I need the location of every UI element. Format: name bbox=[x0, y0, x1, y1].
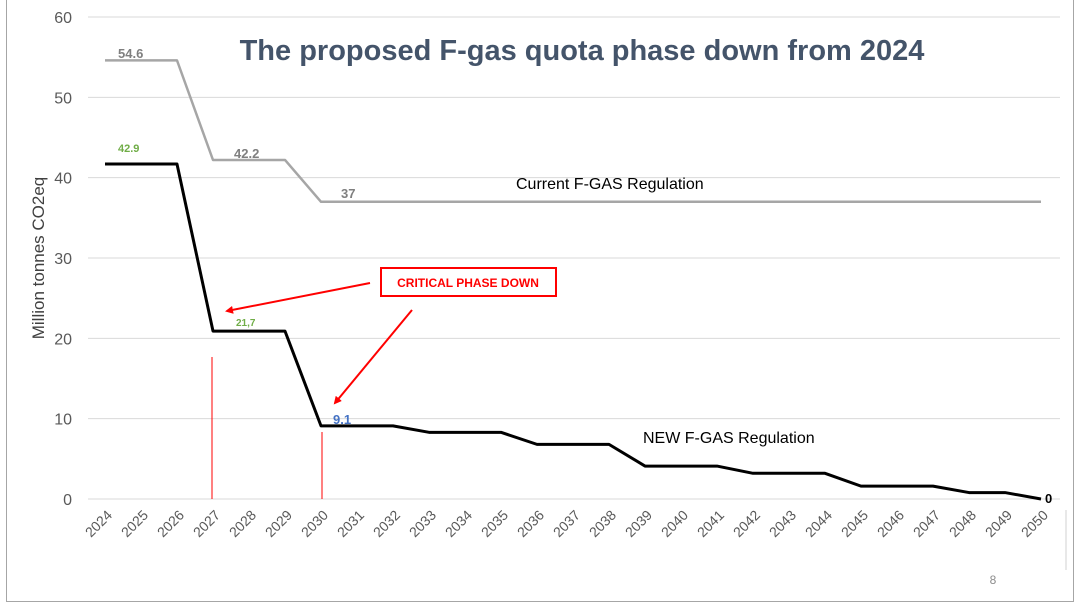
x-tick-label: 2032 bbox=[370, 507, 403, 540]
data-label: 42.2 bbox=[234, 146, 259, 161]
x-tick-label: 2046 bbox=[874, 507, 907, 540]
x-tick-label: 2031 bbox=[334, 507, 367, 540]
x-tick-label: 2040 bbox=[658, 507, 691, 540]
x-tick-label: 2044 bbox=[802, 507, 835, 540]
data-label: 54.6 bbox=[118, 46, 143, 61]
slide-frame bbox=[6, 0, 1074, 602]
x-tick-label: 2038 bbox=[586, 507, 619, 540]
x-tick-label: 2042 bbox=[730, 507, 763, 540]
x-tick-label: 2039 bbox=[622, 507, 655, 540]
y-tick-label: 0 bbox=[63, 492, 72, 509]
x-tick-label: 2030 bbox=[298, 507, 331, 540]
callout-text: CRITICAL PHASE DOWN bbox=[397, 276, 539, 290]
data-label: 21,7 bbox=[236, 318, 256, 329]
x-tick-label: 2049 bbox=[982, 507, 1015, 540]
x-tick-label: 2037 bbox=[550, 507, 583, 540]
series-label-current: Current F-GAS Regulation bbox=[516, 176, 704, 193]
callout-box bbox=[380, 267, 557, 297]
chart-title: The proposed F-gas quota phase down from… bbox=[240, 35, 925, 67]
x-tick-label: 2034 bbox=[442, 507, 475, 540]
series-label-new: NEW F-GAS Regulation bbox=[643, 430, 815, 447]
x-tick-label: 2041 bbox=[694, 507, 727, 540]
callout-arrow-2030 bbox=[333, 309, 413, 405]
x-tick-label: 2047 bbox=[910, 507, 943, 540]
x-tick-label: 2036 bbox=[514, 507, 547, 540]
y-tick-label: 20 bbox=[54, 331, 72, 348]
x-tick-label: 2029 bbox=[262, 507, 295, 540]
x-tick-label: 2027 bbox=[190, 507, 223, 540]
page-number: 8 bbox=[990, 573, 997, 587]
data-label: 37 bbox=[341, 186, 355, 201]
callout-arrow-2027 bbox=[225, 282, 371, 314]
data-label: 42.9 bbox=[118, 143, 139, 155]
data-label: 9.1 bbox=[333, 412, 351, 427]
x-tick-label: 2026 bbox=[154, 507, 187, 540]
x-tick-label: 2028 bbox=[226, 507, 259, 540]
x-tick-label: 2045 bbox=[838, 507, 871, 540]
x-tick-label: 2025 bbox=[118, 507, 151, 540]
x-tick-label: 2024 bbox=[82, 507, 115, 540]
data-label: 0 bbox=[1045, 491, 1052, 506]
y-tick-label: 60 bbox=[54, 10, 72, 27]
x-tick-label: 2033 bbox=[406, 507, 439, 540]
x-tick-label: 2043 bbox=[766, 507, 799, 540]
x-tick-label: 2048 bbox=[946, 507, 979, 540]
x-tick-label: 2050 bbox=[1018, 507, 1051, 540]
y-tick-label: 10 bbox=[54, 412, 72, 429]
y-tick-label: 50 bbox=[54, 90, 72, 107]
series-line-new bbox=[105, 162, 1042, 501]
series-line-current bbox=[105, 59, 1041, 204]
y-tick-label: 30 bbox=[54, 251, 72, 268]
y-axis-label: Million tonnes CO2eq bbox=[29, 177, 48, 340]
x-tick-label: 2035 bbox=[478, 507, 511, 540]
y-tick-label: 40 bbox=[54, 171, 72, 188]
